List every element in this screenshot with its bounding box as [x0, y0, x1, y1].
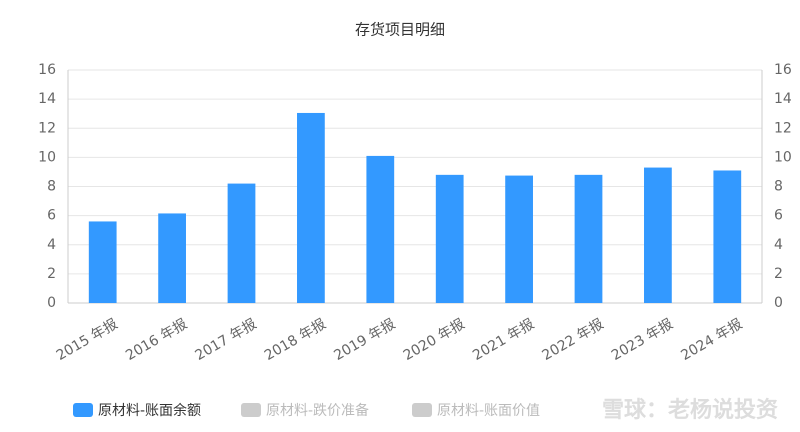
y-tick-label: 8: [47, 179, 56, 195]
y-tick-label: 16: [38, 62, 56, 78]
x-tick-label: 2020 年报: [401, 316, 468, 364]
y2-tick-label: 8: [774, 179, 783, 195]
y-tick-label: 14: [38, 91, 56, 107]
y2-tick-label: 14: [774, 91, 792, 107]
legend-label: 原材料-跌价准备: [266, 402, 369, 419]
y-tick-label: 12: [38, 120, 56, 136]
y-tick-label: 6: [47, 208, 56, 224]
y-tick-label: 4: [47, 237, 56, 253]
x-tick-label: 2021 年报: [470, 316, 537, 364]
bar: [713, 170, 742, 303]
y-tick-label: 10: [38, 149, 56, 165]
y-tick-label: 0: [47, 295, 56, 311]
bar: [88, 221, 117, 303]
bar: [644, 167, 672, 303]
y2-tick-label: 4: [774, 237, 783, 253]
bar: [227, 183, 256, 303]
watermark: 雪球：老杨说投资: [602, 397, 778, 423]
legend-label: 原材料-账面余额: [98, 402, 201, 419]
x-tick-label: 2022 年报: [540, 316, 607, 364]
y2-tick-label: 2: [774, 266, 783, 282]
legend-swatch: [241, 403, 261, 417]
legend-swatch: [73, 403, 93, 417]
y2-tick-label: 16: [774, 62, 792, 78]
bar: [366, 155, 395, 303]
x-tick-label: 2016 年报: [123, 316, 190, 364]
y2-tick-label: 0: [774, 295, 783, 311]
bar: [158, 213, 186, 303]
y2-tick-label: 10: [774, 149, 792, 165]
y-tick-label: 2: [47, 266, 56, 282]
bar: [574, 174, 603, 303]
y2-tick-label: 12: [774, 120, 792, 136]
x-tick-label: 2018 年报: [262, 316, 329, 364]
legend-label: 原材料-账面价值: [437, 403, 540, 419]
bar: [505, 175, 533, 303]
bar: [435, 174, 464, 303]
x-tick-label: 2015 年报: [54, 316, 121, 364]
legend-swatch: [412, 403, 432, 417]
x-tick-label: 2019 年报: [331, 316, 398, 364]
chart-title: 存货项目明细: [355, 21, 445, 39]
x-tick-label: 2017 年报: [193, 316, 260, 364]
y2-tick-label: 6: [774, 208, 783, 224]
x-tick-label: 2023 年报: [609, 316, 676, 364]
x-tick-label: 2024 年报: [678, 316, 745, 364]
bar: [297, 112, 325, 303]
